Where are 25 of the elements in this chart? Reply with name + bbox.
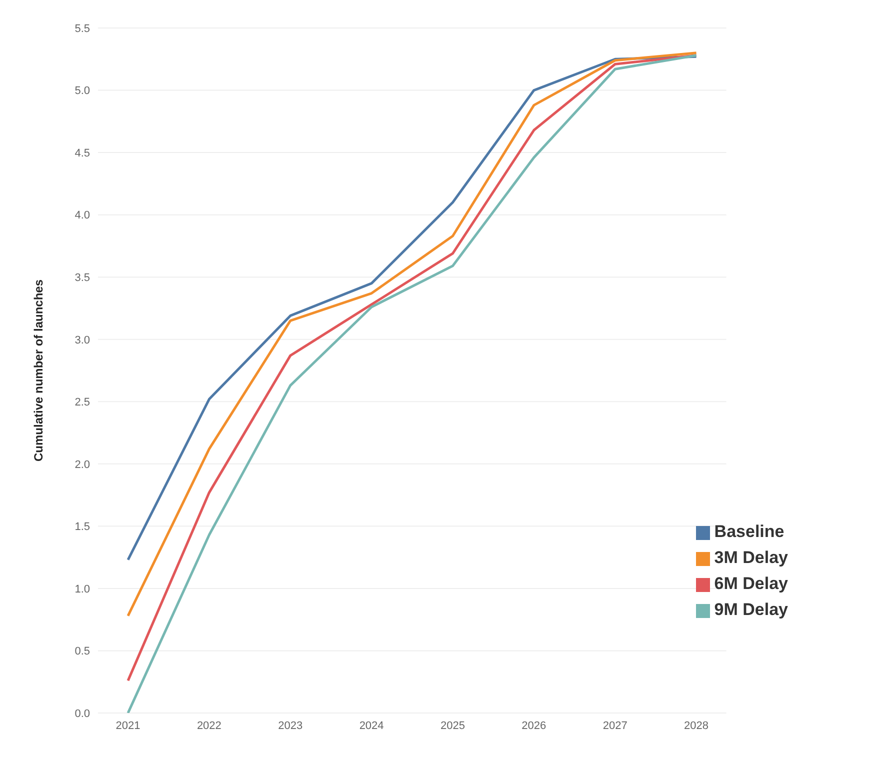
legend-label: 9M Delay <box>714 600 788 619</box>
y-tick-label: 3.5 <box>74 272 90 284</box>
y-tick-label: 1.5 <box>74 521 90 534</box>
x-tick-label: 2028 <box>684 720 709 732</box>
y-tick-label: 2.0 <box>74 458 90 471</box>
x-tick-label: 2022 <box>196 720 222 732</box>
y-axis-title: Cumulative number of launches <box>31 279 46 462</box>
y-tick-label: 4.0 <box>74 210 90 222</box>
y-tick-label: 0.0 <box>74 708 90 720</box>
y-tick-label: 1.0 <box>74 583 90 596</box>
y-tick-label: 2.5 <box>74 396 90 409</box>
y-tick-label: 3.0 <box>74 334 90 346</box>
x-tick-label: 2023 <box>278 720 303 732</box>
y-tick-label: 0.5 <box>74 646 90 658</box>
x-tick-label: 2025 <box>440 720 465 732</box>
legend-label: 3M Delay <box>714 548 788 567</box>
x-tick-label: 2026 <box>522 720 546 732</box>
x-tick-label: 2021 <box>116 720 140 732</box>
y-tick-label: 5.0 <box>74 85 90 98</box>
y-tick-label: 5.5 <box>74 22 90 35</box>
legend-label: Baseline <box>714 522 784 541</box>
x-tick-label: 2027 <box>602 720 628 732</box>
x-tick-label: 2024 <box>359 720 384 732</box>
y-tick-label: 4.5 <box>74 147 90 160</box>
legend-label: 6M Delay <box>714 574 788 593</box>
